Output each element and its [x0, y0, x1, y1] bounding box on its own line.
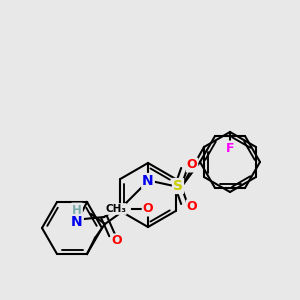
- Text: F: F: [226, 142, 234, 154]
- Text: O: O: [143, 202, 153, 215]
- Text: O: O: [187, 158, 197, 172]
- Text: O: O: [112, 235, 122, 248]
- Text: CH₃: CH₃: [105, 204, 126, 214]
- Text: N: N: [142, 174, 154, 188]
- Text: O: O: [187, 200, 197, 214]
- Text: S: S: [173, 179, 183, 193]
- Text: N: N: [71, 215, 83, 229]
- Text: H: H: [72, 203, 82, 217]
